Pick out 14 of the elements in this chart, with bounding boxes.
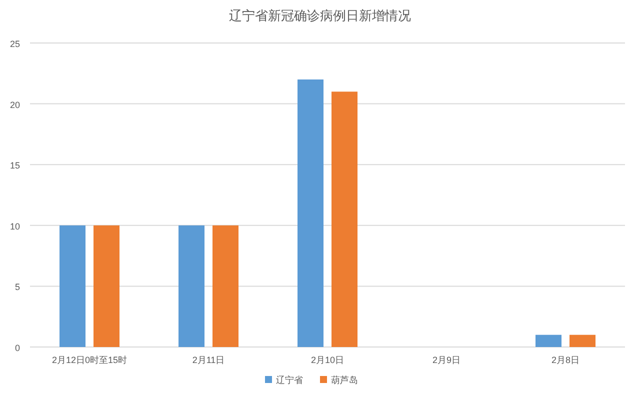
ytick: 15 [10,160,20,171]
ytick: 0 [14,343,20,353]
ytick: 5 [14,282,20,292]
legend-label: 葫芦岛 [331,375,358,385]
ytick: 20 [10,100,20,110]
xtick: 2月12日0时至15时 [52,355,128,365]
ytick: 25 [10,39,20,49]
legend-label: 辽宁省 [276,375,303,385]
xtick: 2月10日 [310,355,344,365]
title: 辽宁省新冠确诊病例日新增情况 [229,8,411,23]
xtick: 2月9日 [432,355,460,365]
xtick: 2月11日 [192,355,225,365]
ytick: 10 [10,221,20,232]
xtick: 2月8日 [552,355,580,365]
